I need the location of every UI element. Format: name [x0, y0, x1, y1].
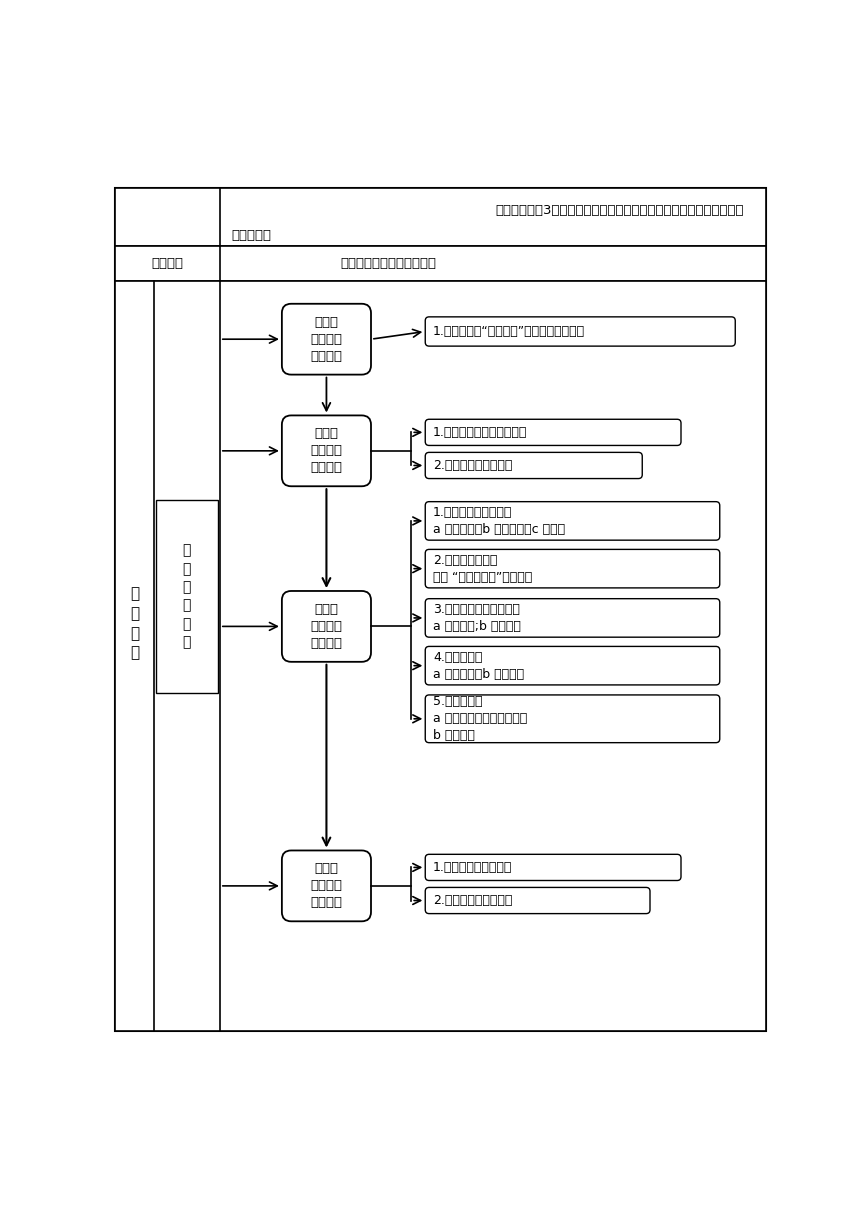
Text: 1.预防重金属盐中毒：
a 观看视频；b 实验探究；c 议一议: 1.预防重金属盐中毒： a 观看视频；b 实验探究；c 议一议	[433, 506, 565, 536]
FancyBboxPatch shape	[425, 550, 720, 587]
FancyBboxPatch shape	[425, 452, 642, 479]
FancyBboxPatch shape	[425, 317, 735, 347]
Text: 环节一
创设情境
引入新课: 环节一 创设情境 引入新课	[310, 316, 342, 362]
Text: 环节三
内容深入
合作交流: 环节三 内容深入 合作交流	[310, 603, 342, 649]
Text: 4.远离烟草：
a 展示小品；b 分享交流: 4.远离烟草： a 展示小品；b 分享交流	[433, 651, 524, 681]
Text: 教
学
流
程: 教 学 流 程	[130, 586, 139, 660]
Text: 2.将有毒物质进行分类: 2.将有毒物质进行分类	[433, 458, 513, 472]
FancyBboxPatch shape	[425, 694, 720, 743]
Text: 2.课堂小结，教师寄语: 2.课堂小结，教师寄语	[433, 894, 513, 907]
FancyBboxPatch shape	[425, 502, 720, 540]
Bar	[156, 500, 218, 693]
FancyBboxPatch shape	[425, 598, 720, 637]
Text: 环节四
练习反馈
总结提升: 环节四 练习反馈 总结提升	[310, 862, 342, 910]
FancyBboxPatch shape	[425, 420, 681, 445]
Text: 2.不吃变质食物：
活动 “我来当老师”学生讲解: 2.不吃变质食物： 活动 “我来当老师”学生讲解	[433, 553, 532, 584]
FancyBboxPatch shape	[282, 304, 371, 375]
FancyBboxPatch shape	[425, 647, 720, 685]
FancyBboxPatch shape	[282, 850, 371, 922]
Text: 教学用具: 教学用具	[151, 258, 183, 270]
Text: 西沃软件、实物展台、黑板: 西沃软件、实物展台、黑板	[340, 258, 436, 270]
FancyBboxPatch shape	[425, 855, 681, 880]
Text: 1.学生展示带来的有害物质: 1.学生展示带来的有害物质	[433, 426, 527, 439]
Text: 环节二
走进生活
感触化学: 环节二 走进生活 感触化学	[310, 427, 342, 474]
Bar	[115, 188, 766, 246]
FancyBboxPatch shape	[282, 416, 371, 486]
Text: 3.限量摄入食品添加剂：
a 观看视频;b 分享交流: 3.限量摄入食品添加剂： a 观看视频;b 分享交流	[433, 603, 521, 634]
Text: 1.当堂检测，练习反馈: 1.当堂检测，练习反馈	[433, 861, 513, 874]
Bar	[115, 281, 766, 1031]
Bar	[115, 246, 766, 281]
FancyBboxPatch shape	[425, 888, 650, 913]
Text: 远
离
有
毒
物
质: 远 离 有 毒 物 质	[182, 544, 191, 649]
FancyBboxPatch shape	[282, 591, 371, 662]
Text: 器材：试管（3支）、试管架、试管夹、废液回收瓶、胶头滴管、燃烧: 器材：试管（3支）、试管架、试管夹、废液回收瓶、胶头滴管、燃烧	[495, 204, 744, 218]
Text: 5.拒绝毒品：
a 汇报交流所查阅的资料；
b 播放视频: 5.拒绝毒品： a 汇报交流所查阅的资料； b 播放视频	[433, 696, 527, 742]
Text: 1.展示图片，“把脉问诊”，引出课题并板书: 1.展示图片，“把脉问诊”，引出课题并板书	[433, 325, 585, 338]
Text: 匣、酒精灯: 匣、酒精灯	[231, 229, 272, 242]
